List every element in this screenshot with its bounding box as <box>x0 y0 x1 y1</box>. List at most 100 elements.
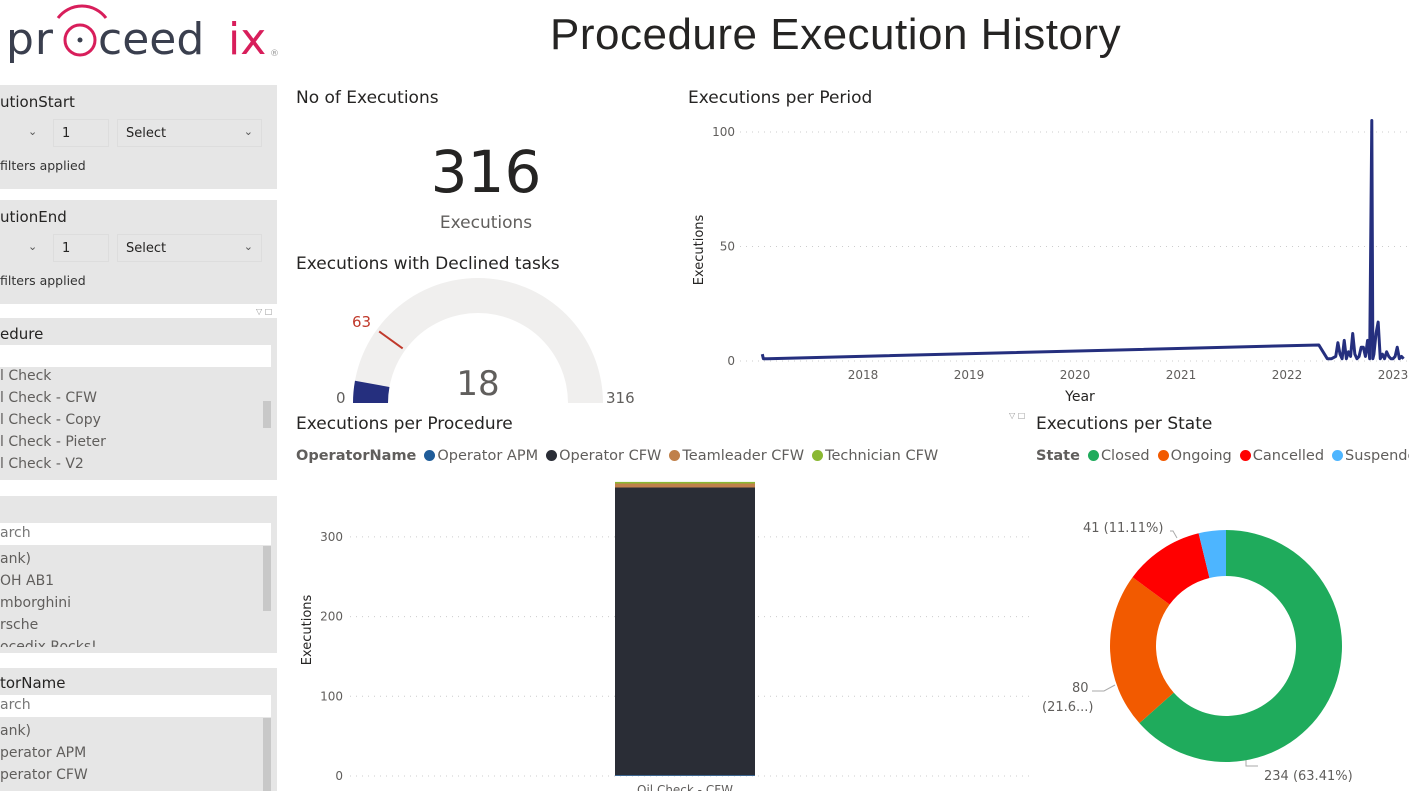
line-chart: Executions Year 0 50 100 2018 2019 2020 2021 20… <box>692 119 1409 405</box>
donut-slice-closed <box>1139 530 1342 762</box>
legend-dot <box>546 450 558 461</box>
proceedix-logo: pr ceed ix ® <box>6 4 279 64</box>
x-tick-label: 2018 <box>848 368 879 382</box>
legend-dot <box>1157 450 1169 461</box>
page-title: Procedure Execution History <box>550 10 1122 59</box>
list-item[interactable]: ank) <box>0 551 32 567</box>
asset-slicer: arch ank) OH AB1 mborghini rsche ocedix … <box>0 496 277 653</box>
scrollbar[interactable] <box>263 401 271 428</box>
select-dropdown[interactable]: Select ⌄ <box>117 119 262 147</box>
legend-item[interactable]: Operator APM <box>437 448 539 464</box>
filter-focus-icons[interactable]: ▽ □ <box>1009 411 1026 420</box>
donut-slice-cancelled <box>1132 533 1210 605</box>
leader-line <box>1092 684 1116 692</box>
legend-dot <box>812 450 824 461</box>
gauge-max-label: 316 <box>606 389 635 407</box>
x-tick-label: 2021 <box>1166 368 1197 382</box>
svg-text:pr: pr <box>6 14 54 64</box>
y-tick-label: 300 <box>320 530 343 544</box>
filter-status: filters applied <box>0 273 86 288</box>
search-input[interactable]: arch <box>0 695 271 717</box>
select-label: Select <box>126 241 167 256</box>
bar-segment <box>615 481 755 484</box>
select-label: Select <box>126 126 167 141</box>
list-item[interactable]: l Check <box>0 368 52 384</box>
data-label: 234 (63.41%) <box>1264 769 1353 784</box>
day-input[interactable]: 1 <box>53 119 109 147</box>
x-tick-label: 2020 <box>1060 368 1091 382</box>
gauge-title: Executions with Declined tasks <box>296 254 560 274</box>
bar-chart-title: Executions per Procedure <box>296 414 513 434</box>
list-item[interactable]: perator APM <box>0 745 87 761</box>
operator-slicer: torName arch ank) perator APM perator CF… <box>0 668 277 791</box>
list-item[interactable]: rsche <box>0 617 39 633</box>
legend-item[interactable]: Suspended <box>1345 448 1409 464</box>
execution-end-slicer: utionEnd ⌄ 1 Select ⌄ filters applied <box>0 200 277 304</box>
procedure-slicer: edure l Check l Check - CFW l Check - Co… <box>0 318 277 480</box>
gauge-min-label: 0 <box>336 389 346 407</box>
data-label: 41 (11.11%) <box>1083 521 1163 536</box>
leader-line <box>1170 530 1178 539</box>
legend-title: OperatorName <box>296 448 417 464</box>
list-item[interactable]: perator CFW <box>0 767 88 783</box>
list-item[interactable]: l Check - Pieter <box>0 434 106 450</box>
legend-item[interactable]: Ongoing <box>1170 448 1232 464</box>
legend-item[interactable]: Cancelled <box>1252 448 1325 464</box>
y-tick-label: 0 <box>727 354 735 368</box>
slicer-title: utionStart <box>0 93 75 111</box>
list-item[interactable]: ank) <box>0 723 32 739</box>
svg-text:ix: ix <box>228 14 266 64</box>
gauge-target-line <box>378 330 404 350</box>
bar-segment <box>615 775 755 776</box>
execution-start-slicer: utionStart ⌄ 1 Select ⌄ filters applied <box>0 85 277 189</box>
legend-dot <box>1087 450 1099 461</box>
legend-dot <box>424 450 436 461</box>
search-input[interactable] <box>0 345 271 367</box>
data-label: (21.6...) <box>1042 700 1094 715</box>
list-item[interactable]: mborghini <box>0 595 72 611</box>
bar-segment <box>615 483 755 488</box>
donut-chart-title: Executions per State <box>1036 414 1213 434</box>
scrollbar[interactable] <box>263 718 271 791</box>
donut-legend: State Closed Ongoing Cancelled Suspended <box>1036 448 1409 464</box>
list-item[interactable]: l Check - V2 <box>0 456 84 472</box>
chevron-down-icon[interactable]: ⌄ <box>28 125 38 138</box>
kpi-title: No of Executions <box>296 88 439 108</box>
legend-dot <box>1332 450 1344 461</box>
y-tick-label: 100 <box>712 125 735 139</box>
gauge-value: 18 <box>456 364 499 404</box>
select-dropdown[interactable]: Select ⌄ <box>117 234 262 262</box>
series-line <box>760 119 1405 361</box>
gauge-background <box>353 278 603 403</box>
chevron-down-icon[interactable]: ⌄ <box>28 240 38 253</box>
svg-text:®: ® <box>270 49 279 59</box>
legend-title: State <box>1036 448 1080 464</box>
svg-text:ceed: ceed <box>98 14 204 64</box>
legend-item[interactable]: Technician CFW <box>825 448 939 464</box>
legend-item[interactable]: Teamleader CFW <box>682 448 805 464</box>
scrollbar[interactable] <box>263 546 271 611</box>
legend-item[interactable]: Operator CFW <box>559 448 662 464</box>
donut-chart: 41 (11.11%) 80 (21.6...) 234 (63.41%) <box>1042 521 1353 784</box>
search-input[interactable]: arch <box>0 523 271 545</box>
list-item[interactable]: ocedix Rocks! <box>0 639 97 647</box>
x-tick-label: 2023 <box>1378 368 1409 382</box>
legend-item[interactable]: Closed <box>1100 448 1150 464</box>
y-tick-label: 50 <box>720 240 735 254</box>
list-item[interactable]: OH AB1 <box>0 573 55 589</box>
gauge-target-label: 63 <box>352 313 371 331</box>
list-item[interactable]: l Check - CFW <box>0 390 98 406</box>
x-tick-label: Oil Check - CFW <box>637 783 733 791</box>
filter-status: filters applied <box>0 158 86 173</box>
day-input[interactable]: 1 <box>53 234 109 262</box>
gauge-chart: 63 18 0 316 <box>336 278 635 407</box>
x-tick-label: 2022 <box>1272 368 1303 382</box>
slicer-title: edure <box>0 325 44 343</box>
kpi-value: 316 <box>430 138 542 206</box>
legend-dot <box>1239 450 1251 461</box>
slicer-title: torName <box>0 674 66 692</box>
list-item[interactable]: l Check - Copy <box>0 412 101 428</box>
filter-focus-icons[interactable]: ▽ □ <box>256 307 273 316</box>
legend-dot <box>669 450 681 461</box>
slicer-title: utionEnd <box>0 208 67 226</box>
